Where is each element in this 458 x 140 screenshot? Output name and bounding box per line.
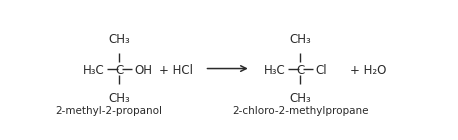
Text: CH₃: CH₃ <box>109 33 130 46</box>
Text: C: C <box>115 64 124 77</box>
Text: OH: OH <box>134 64 152 77</box>
Text: CH₃: CH₃ <box>289 33 311 46</box>
Text: 2-methyl-2-propanol: 2-methyl-2-propanol <box>55 106 162 116</box>
Text: H₃C: H₃C <box>83 64 105 77</box>
Text: 2-chloro-2-methylpropane: 2-chloro-2-methylpropane <box>232 106 369 116</box>
Text: C: C <box>296 64 305 77</box>
Text: CH₃: CH₃ <box>289 92 311 105</box>
Text: H₃C: H₃C <box>264 64 286 77</box>
Text: Cl: Cl <box>315 64 327 77</box>
Text: + H₂O: + H₂O <box>349 64 386 77</box>
Text: + HCl: + HCl <box>159 64 193 77</box>
Text: CH₃: CH₃ <box>109 92 130 105</box>
